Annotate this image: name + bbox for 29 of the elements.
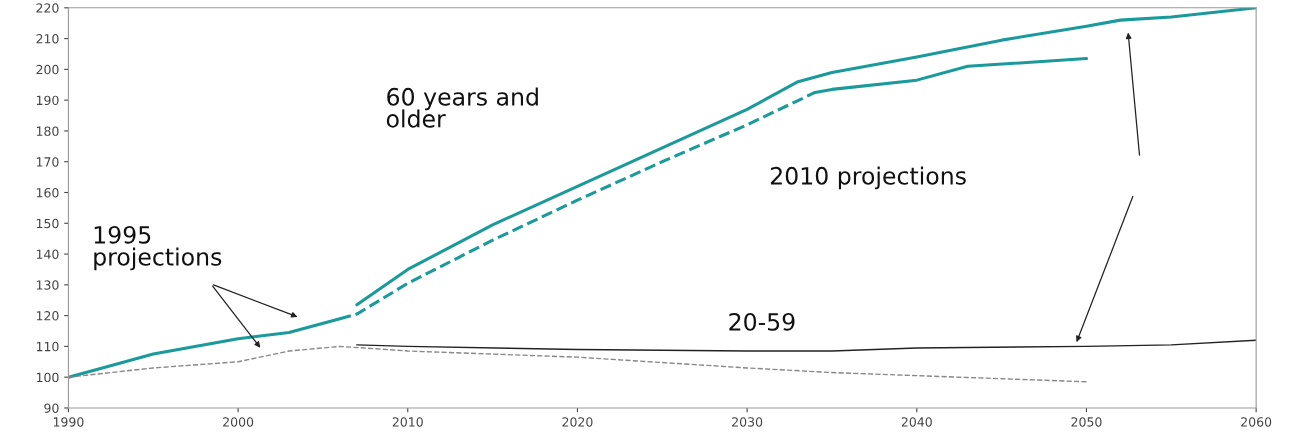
x-tick-label: 2060 [1241, 417, 1272, 427]
line-series [356, 339, 1257, 352]
y-tick-label: 210 [36, 34, 59, 44]
y-tick-label: 110 [36, 341, 59, 352]
y-tick-label: 90 [44, 403, 59, 413]
x-tick-label: 2030 [732, 417, 763, 427]
y-tick-label: 100 [36, 372, 59, 383]
line-series [68, 345, 1088, 383]
x-tick-label: 2000 [223, 417, 254, 427]
annotation: 1995 projections [94, 225, 222, 271]
y-tick-label: 200 [36, 64, 59, 75]
y-tick-label: 150 [36, 218, 59, 229]
y-tick-label: 180 [36, 126, 59, 136]
y-tick-label: 160 [36, 187, 59, 198]
line-series [355, 7, 1257, 307]
annotation: 20-59 [729, 312, 795, 331]
x-tick-label: 2010 [392, 417, 423, 427]
y-tick-label: 130 [36, 280, 59, 290]
y-tick-label: 190 [36, 95, 59, 106]
annotation: 60 years and older [386, 87, 538, 128]
y-tick-label: 120 [36, 311, 59, 321]
y-tick-label: 220 [36, 3, 59, 13]
x-tick-label: 2050 [1071, 417, 1102, 427]
y-tick-label: 170 [36, 157, 59, 167]
x-tick-label: 2040 [901, 417, 932, 427]
x-tick-label: 2020 [562, 417, 593, 427]
annotation: 2010 projections [770, 166, 966, 190]
x-tick-label: 1990 [53, 417, 84, 427]
y-tick-label: 140 [36, 249, 59, 259]
